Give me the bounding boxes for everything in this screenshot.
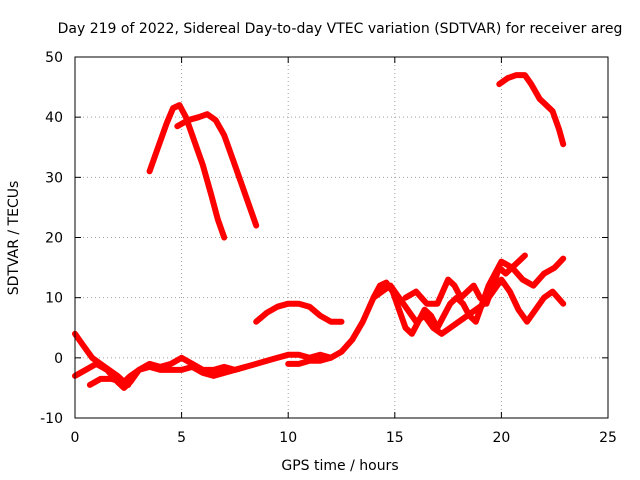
- series-line-arc-9: [370, 276, 567, 337]
- x-tick-label: 25: [599, 430, 617, 446]
- y-tick-label: 40: [45, 110, 63, 126]
- y-tick-label: 10: [45, 291, 63, 307]
- series-line-arc-10: [402, 252, 528, 307]
- x-tick-label: 20: [492, 430, 510, 446]
- chart-title: Day 219 of 2022, Sidereal Day-to-day VTE…: [58, 21, 623, 37]
- series-line-arc-6: [86, 375, 132, 388]
- y-tick-label: 50: [45, 50, 63, 66]
- y-axis-label: SDTVAR / TECUs: [6, 181, 22, 296]
- series-line-arc-8: [285, 255, 567, 367]
- x-tick-label: 10: [279, 430, 297, 446]
- tick-labels: 0 5 10 15 20 25 -10 0 10 20 30 40 50: [40, 50, 617, 446]
- x-tick-label: 5: [177, 430, 186, 446]
- x-tick-label: 15: [386, 430, 404, 446]
- series-line-arc-2: [174, 111, 260, 229]
- series-line-arc-5: [72, 360, 249, 391]
- series-line-arc-3: [496, 72, 567, 148]
- series-line-arc-7: [253, 300, 345, 325]
- y-tick-label: 0: [54, 351, 63, 367]
- series-line-arc-1: [146, 102, 228, 241]
- plot-frame: [74, 56, 609, 419]
- x-axis-label: GPS time / hours: [281, 458, 398, 474]
- data-series: [72, 72, 567, 391]
- y-tick-label: 30: [45, 170, 63, 186]
- y-tick-label: 20: [45, 231, 63, 247]
- x-tick-label: 0: [71, 430, 80, 446]
- y-tick-label: -10: [40, 411, 63, 427]
